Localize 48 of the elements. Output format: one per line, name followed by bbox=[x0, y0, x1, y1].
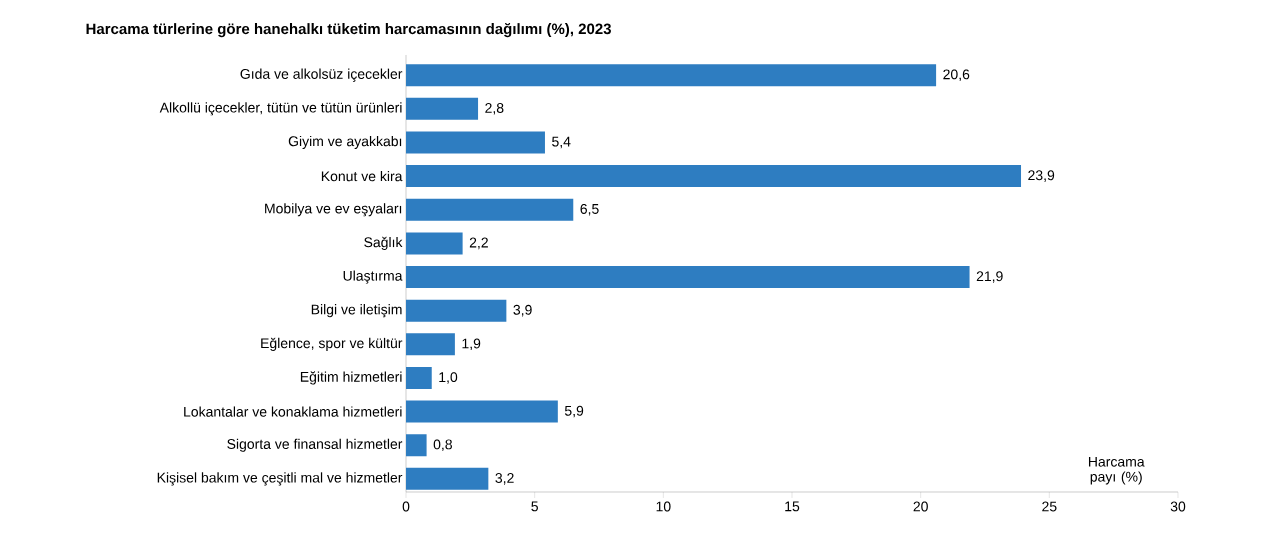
data-label: 20,6 bbox=[943, 69, 970, 81]
y-tick-label: Sigorta ve finansal hizmetler bbox=[227, 438, 403, 452]
data-label: 5,4 bbox=[552, 136, 571, 149]
bar bbox=[406, 198, 574, 221]
y-tick-label: Eğlence, spor ve kültür bbox=[261, 337, 403, 351]
data-label: 5,9 bbox=[564, 405, 584, 418]
y-tick-label: Ulaştırma bbox=[343, 270, 403, 284]
y-tick-label: Bilgi ve iletişim bbox=[311, 304, 402, 318]
y-tick-label: Kişisel bakım ve çeşitli mal ve hizmetler bbox=[157, 472, 403, 486]
data-label: 2,8 bbox=[485, 103, 504, 115]
data-label: 2,2 bbox=[469, 237, 488, 250]
bar bbox=[406, 232, 463, 255]
data-label: 23,9 bbox=[1028, 170, 1055, 182]
data-label: 6,5 bbox=[580, 203, 599, 216]
x-tick-label: 5 bbox=[531, 501, 538, 512]
bar bbox=[406, 467, 489, 490]
y-tick-label: Giyim ve ayakkabı bbox=[288, 135, 402, 149]
bar bbox=[406, 97, 479, 120]
data-label: 1,9 bbox=[462, 338, 481, 351]
x-tick-label: 15 bbox=[785, 501, 800, 512]
y-tick-label: Alkollü içecekler, tütün ve tütün ürünleri bbox=[159, 102, 402, 116]
y-tick-label: Eğitim hizmetleri bbox=[300, 371, 402, 385]
bar bbox=[406, 366, 432, 389]
bar bbox=[406, 266, 970, 289]
x-axis-title: Harcama payı (%) bbox=[1088, 456, 1145, 485]
bar bbox=[406, 165, 1022, 188]
data-label: 21,9 bbox=[976, 271, 1003, 283]
bar bbox=[406, 400, 558, 423]
data-label: 3,9 bbox=[513, 304, 532, 317]
x-tick-label: 25 bbox=[1042, 501, 1057, 512]
bar bbox=[406, 299, 507, 322]
data-label: 1,0 bbox=[439, 372, 458, 384]
bar bbox=[406, 434, 427, 457]
bar bbox=[406, 131, 545, 154]
x-tick-label: 10 bbox=[656, 501, 671, 512]
y-tick-label: Gıda ve alkolsüz içecekler bbox=[240, 68, 403, 82]
x-tick-label: 0 bbox=[402, 501, 410, 512]
y-tick-label: Konut ve kira bbox=[321, 170, 403, 182]
x-tick-label: 20 bbox=[913, 501, 928, 512]
data-label: 0,8 bbox=[433, 439, 452, 452]
y-tick-label: Lokantalar ve konaklama hizmetleri bbox=[184, 406, 402, 417]
bar bbox=[406, 333, 455, 356]
chart-title: Harcama türlerine göre hanehalkı tüketim harcamasının dağılımı (%), 2023 bbox=[86, 22, 611, 38]
x-tick-label: 30 bbox=[1170, 501, 1186, 512]
data-label: 3,2 bbox=[495, 473, 514, 485]
y-tick-label: Sağlık bbox=[364, 236, 403, 250]
y-tick-label: Mobilya ve ev eşyaları bbox=[265, 203, 402, 217]
bar bbox=[406, 64, 937, 87]
